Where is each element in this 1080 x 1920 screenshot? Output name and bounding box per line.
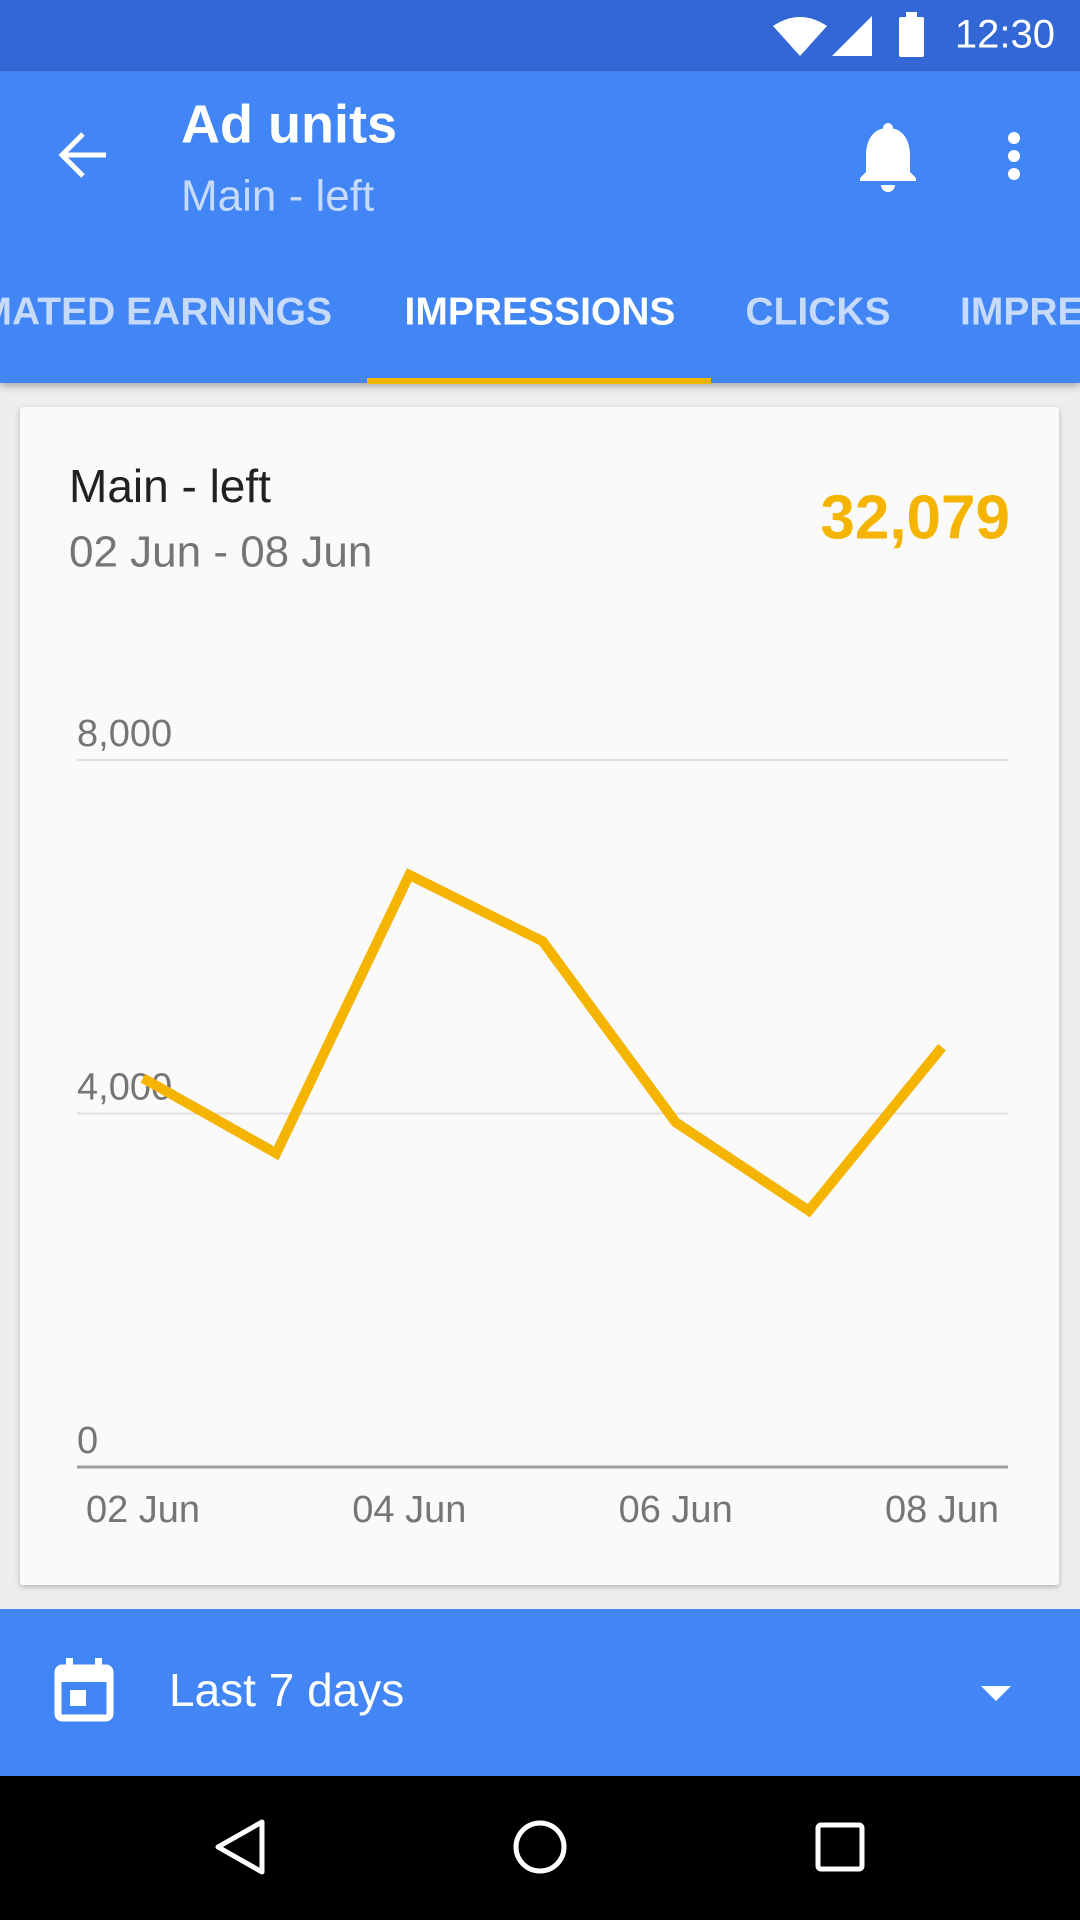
tab[interactable]: IMPRESSIONS bbox=[405, 290, 676, 333]
tab-indicator bbox=[367, 378, 711, 384]
card-total: 32,079 bbox=[820, 483, 1010, 552]
app-subtitle: Main - left bbox=[181, 172, 374, 221]
date-selector-label: Last 7 days bbox=[169, 1664, 404, 1716]
nav-bar bbox=[0, 1776, 1080, 1920]
signal-icon bbox=[832, 16, 872, 56]
notifications-button[interactable] bbox=[860, 123, 916, 192]
x-tick-label: 08 Jun bbox=[885, 1489, 999, 1531]
app-title: Ad units bbox=[181, 94, 397, 154]
clock: 12:30 bbox=[955, 13, 1055, 57]
dropdown-arrow[interactable] bbox=[981, 1686, 1011, 1701]
card-title: Main - left bbox=[69, 460, 271, 512]
x-tick-label: 06 Jun bbox=[619, 1489, 733, 1531]
battery-icon bbox=[899, 17, 924, 57]
tab[interactable]: IMPRE bbox=[960, 290, 1080, 333]
tab[interactable]: CLICKS bbox=[745, 290, 890, 333]
x-tick-label: 02 Jun bbox=[86, 1489, 200, 1531]
y-tick-label: 0 bbox=[77, 1420, 98, 1462]
nav-recents[interactable] bbox=[815, 1822, 865, 1872]
back-button[interactable] bbox=[58, 132, 106, 178]
card-date-range: 02 Jun - 08 Jun bbox=[69, 528, 372, 577]
wifi-icon bbox=[773, 17, 827, 56]
data-line bbox=[140, 868, 946, 1218]
nav-back[interactable] bbox=[215, 1819, 265, 1875]
x-tick-label: 04 Jun bbox=[352, 1489, 466, 1531]
date-selector[interactable] bbox=[0, 1609, 1080, 1776]
app-bar bbox=[0, 71, 1080, 383]
battery-tip bbox=[906, 12, 917, 18]
y-tick-label: 8,000 bbox=[77, 713, 172, 755]
card bbox=[20, 407, 1059, 1585]
nav-home[interactable] bbox=[513, 1820, 567, 1874]
tab[interactable]: MATED EARNINGS bbox=[0, 290, 332, 333]
calendar-icon bbox=[54, 1658, 114, 1722]
overflow-menu[interactable] bbox=[1008, 132, 1020, 180]
